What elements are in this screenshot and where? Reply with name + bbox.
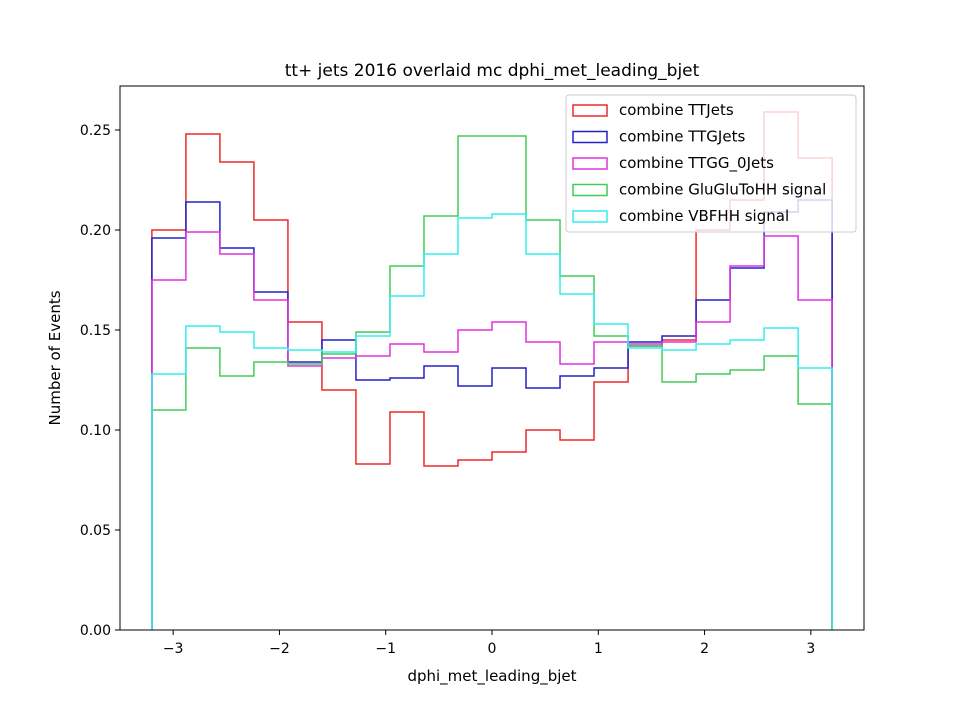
legend-swatch <box>572 157 608 170</box>
x-tick-label: −2 <box>269 641 290 657</box>
y-tick-label: 0.20 <box>80 223 111 239</box>
legend-entry-label: combine TTGJets <box>619 128 745 146</box>
y-tick-label: 0.00 <box>80 623 111 639</box>
legend-swatch <box>572 183 608 197</box>
y-tick-label: 0.15 <box>80 323 111 339</box>
legend-entry-label: combine VBFHH signal <box>619 207 789 225</box>
y-tick-label: 0.05 <box>80 523 111 539</box>
legend-swatch <box>572 130 608 144</box>
series-line-2 <box>151 231 833 630</box>
y-tick-label: 0.25 <box>80 123 111 139</box>
x-tick-label: −3 <box>163 641 184 657</box>
y-axis-label: Number of Events <box>46 290 64 425</box>
legend-entry-label: combine TTGG_0Jets <box>619 154 774 173</box>
y-axis: 0.00 0.05 0.10 0.15 0.20 0.25 <box>80 123 120 639</box>
x-axis-label: dphi_met_leading_bjet <box>407 667 576 686</box>
x-tick-label: 0 <box>488 641 497 657</box>
x-tick-label: 1 <box>594 641 603 657</box>
x-tick-label: 2 <box>700 641 709 657</box>
series-line-3 <box>151 135 833 630</box>
legend: combine TTJets combine TTGJets combine TTG… <box>565 94 857 233</box>
legend-box <box>565 94 857 233</box>
legend-entry-label: combine GluGluToHH signal <box>619 181 826 199</box>
legend-swatch <box>572 104 608 117</box>
x-tick-label: −1 <box>375 641 396 657</box>
x-tick-label: 3 <box>806 641 815 657</box>
y-tick-label: 0.10 <box>80 423 111 439</box>
series-line-4 <box>151 213 833 630</box>
legend-entry-label: combine TTJets <box>619 101 734 119</box>
x-axis: −3 −2 −1 0 1 2 3 <box>163 630 815 657</box>
chart-title: tt+ jets 2016 overlaid mc dphi_met_leadi… <box>285 61 700 81</box>
legend-swatch <box>572 210 608 223</box>
